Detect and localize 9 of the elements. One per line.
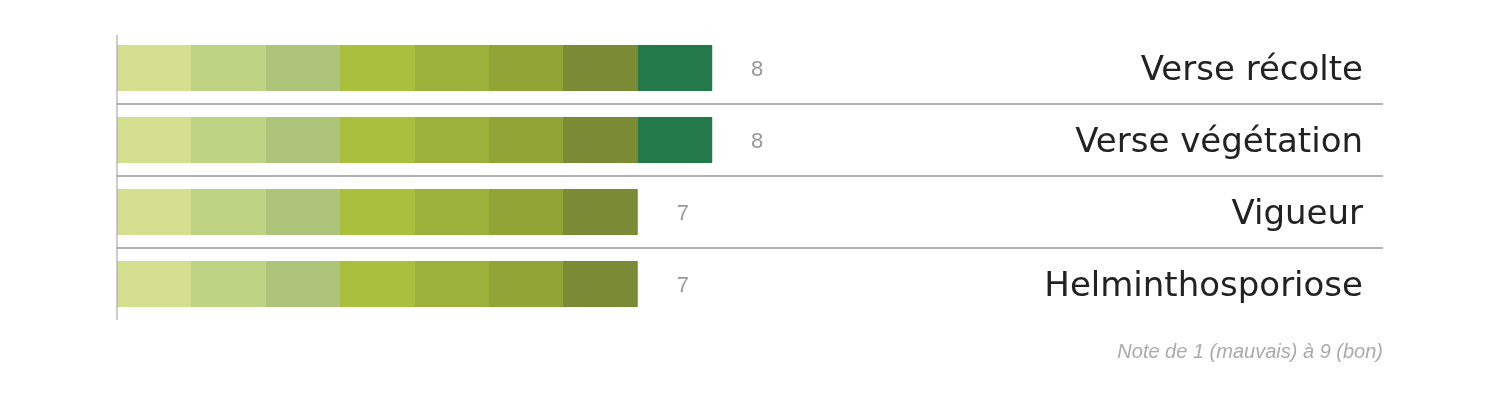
y-tick-label: Helminthosporiose <box>1044 263 1363 304</box>
data-label: 7 <box>676 199 689 225</box>
data-label: 8 <box>751 127 764 153</box>
text: Note de 1 (mauvais) à 9 (bon) <box>1117 340 1383 362</box>
data-label: 8 <box>751 55 764 81</box>
data-label: 7 <box>676 271 689 297</box>
y-tick-label: Verse végétation <box>1075 119 1363 160</box>
y-tick-label: Verse récolte <box>1140 47 1363 88</box>
y-tick-label: Vigueur <box>1231 191 1364 232</box>
